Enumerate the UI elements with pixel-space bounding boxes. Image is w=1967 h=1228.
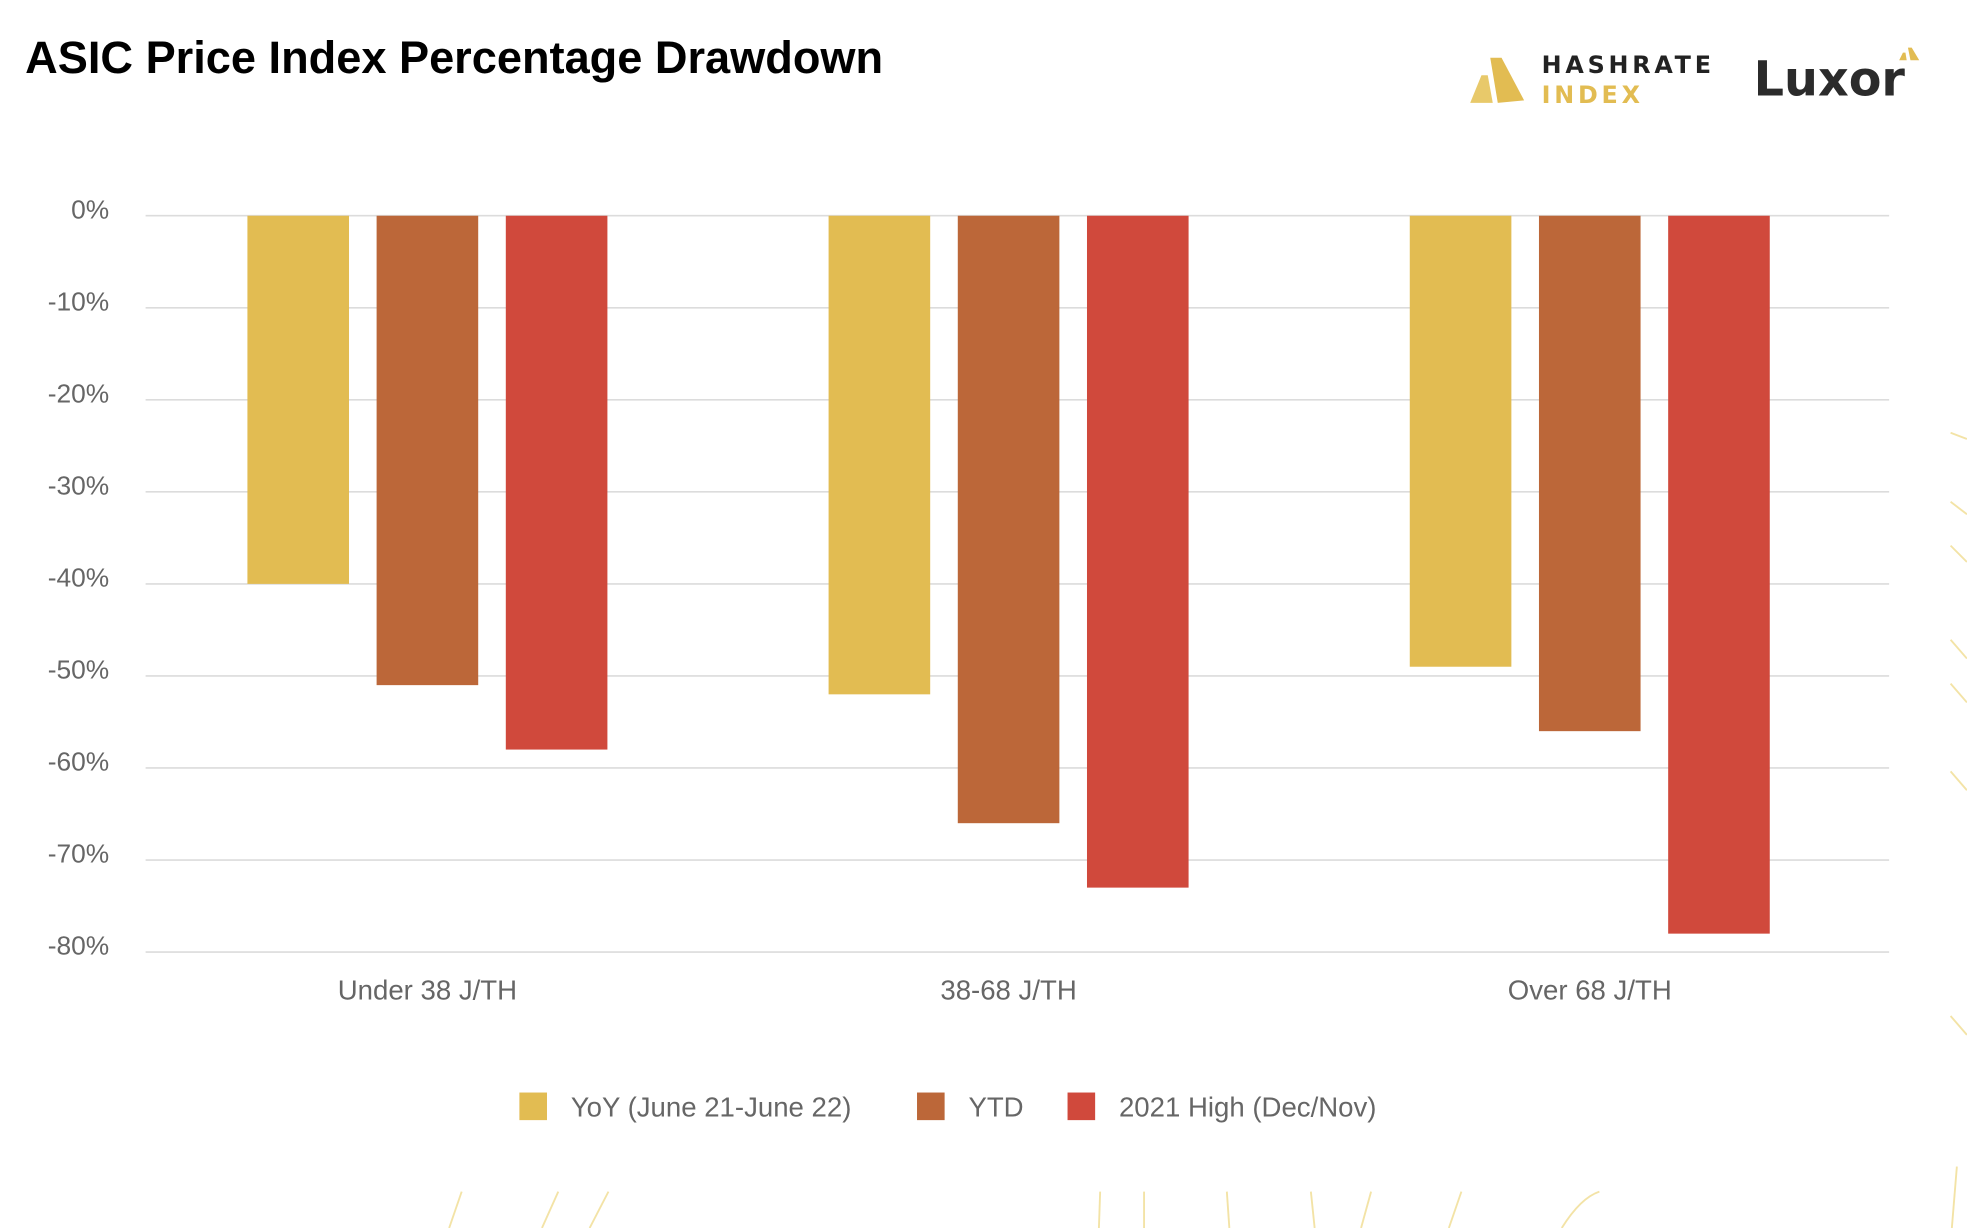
y-tick-label: 0% bbox=[71, 194, 109, 224]
hashrate-index-logo: HASHRATE INDEX bbox=[1470, 51, 1715, 109]
bar bbox=[1409, 215, 1512, 667]
y-tick-label: -20% bbox=[48, 378, 109, 408]
legend-item: 2021 High (Dec/Nov) bbox=[1067, 1091, 1377, 1122]
y-tick-label: -30% bbox=[48, 470, 109, 500]
bar bbox=[1538, 215, 1641, 732]
legend-swatch bbox=[917, 1092, 945, 1121]
legend-label: YoY (June 21-June 22) bbox=[571, 1091, 852, 1122]
hashrate-logo-mark bbox=[1490, 57, 1525, 103]
index-logo-text: INDEX bbox=[1542, 81, 1644, 109]
bar bbox=[247, 215, 350, 584]
background-decoration bbox=[448, 431, 1967, 1228]
bars bbox=[247, 215, 1770, 934]
legend-swatch bbox=[519, 1092, 547, 1121]
x-tick-label: Under 38 J/TH bbox=[338, 975, 517, 1006]
legend: YoY (June 21-June 22) YTD 2021 High (Dec/N… bbox=[519, 1091, 1376, 1122]
luxor-logo-mark bbox=[1899, 47, 1920, 61]
y-tick-label: -80% bbox=[48, 931, 109, 961]
legend-label: 2021 High (Dec/Nov) bbox=[1119, 1091, 1377, 1122]
luxor-logo: Luxor bbox=[1754, 47, 1920, 107]
bar bbox=[1086, 215, 1189, 888]
hashrate-logo-text: HASHRATE bbox=[1542, 51, 1715, 79]
bar bbox=[376, 215, 479, 686]
bar bbox=[505, 215, 608, 750]
x-axis: Under 38 J/TH 38-68 J/TH Over 68 J/TH bbox=[338, 975, 1672, 1006]
legend-item: YTD bbox=[917, 1091, 1024, 1122]
y-tick-label: -60% bbox=[48, 746, 109, 776]
chart-title: ASIC Price Index Percentage Drawdown bbox=[25, 32, 883, 83]
y-tick-label: -40% bbox=[48, 562, 109, 592]
legend-swatch bbox=[1067, 1092, 1096, 1121]
y-tick-label: -70% bbox=[48, 839, 109, 869]
bar bbox=[957, 215, 1060, 824]
legend-item: YoY (June 21-June 22) bbox=[519, 1091, 851, 1122]
y-axis: 0% -10% -20% -30% -40% -50% -60% -70% -80% bbox=[48, 194, 109, 960]
luxor-logo-text: Luxor bbox=[1754, 52, 1906, 107]
bar bbox=[1668, 215, 1770, 934]
legend-label: YTD bbox=[968, 1091, 1023, 1122]
x-tick-label: Over 68 J/TH bbox=[1508, 975, 1672, 1006]
y-tick-label: -50% bbox=[48, 654, 109, 684]
y-tick-label: -10% bbox=[48, 286, 109, 316]
x-tick-label: 38-68 J/TH bbox=[940, 975, 1076, 1006]
bar bbox=[828, 215, 931, 695]
